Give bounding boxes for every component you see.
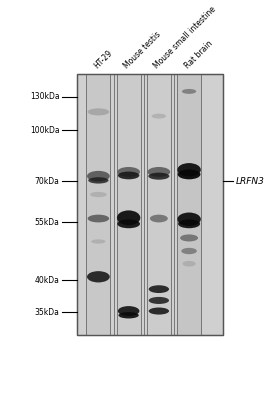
Ellipse shape — [118, 312, 139, 318]
Ellipse shape — [87, 171, 110, 182]
Ellipse shape — [147, 167, 170, 177]
Ellipse shape — [150, 215, 168, 222]
Ellipse shape — [87, 271, 110, 282]
Ellipse shape — [149, 297, 169, 304]
Text: LRFN3: LRFN3 — [236, 177, 265, 186]
Ellipse shape — [178, 170, 200, 179]
Ellipse shape — [182, 261, 196, 266]
Ellipse shape — [117, 220, 140, 228]
Text: 70kDa: 70kDa — [34, 177, 59, 186]
Ellipse shape — [149, 308, 169, 314]
FancyBboxPatch shape — [117, 74, 141, 335]
Text: 35kDa: 35kDa — [34, 308, 59, 316]
Ellipse shape — [180, 234, 198, 242]
Text: 100kDa: 100kDa — [30, 126, 59, 135]
Ellipse shape — [148, 173, 169, 180]
FancyBboxPatch shape — [77, 74, 223, 335]
FancyBboxPatch shape — [177, 74, 201, 335]
Ellipse shape — [88, 177, 109, 184]
Text: Rat brain: Rat brain — [183, 39, 214, 70]
Ellipse shape — [91, 239, 105, 244]
Ellipse shape — [117, 210, 140, 225]
FancyBboxPatch shape — [147, 74, 171, 335]
Text: Mouse testis: Mouse testis — [122, 30, 163, 70]
Ellipse shape — [88, 108, 109, 116]
Ellipse shape — [177, 212, 201, 226]
Ellipse shape — [118, 172, 139, 179]
Text: 55kDa: 55kDa — [34, 218, 59, 226]
Ellipse shape — [152, 114, 166, 118]
Ellipse shape — [178, 220, 200, 228]
Ellipse shape — [182, 89, 196, 94]
Ellipse shape — [88, 215, 109, 222]
Text: HT-29: HT-29 — [92, 48, 114, 70]
Text: 130kDa: 130kDa — [30, 92, 59, 101]
Ellipse shape — [177, 163, 201, 176]
Ellipse shape — [90, 192, 107, 197]
Ellipse shape — [118, 306, 139, 316]
Text: Mouse small intestine: Mouse small intestine — [153, 4, 218, 70]
Ellipse shape — [149, 285, 169, 293]
Ellipse shape — [181, 248, 197, 254]
Text: 40kDa: 40kDa — [34, 276, 59, 285]
FancyBboxPatch shape — [86, 74, 110, 335]
Ellipse shape — [117, 167, 140, 177]
